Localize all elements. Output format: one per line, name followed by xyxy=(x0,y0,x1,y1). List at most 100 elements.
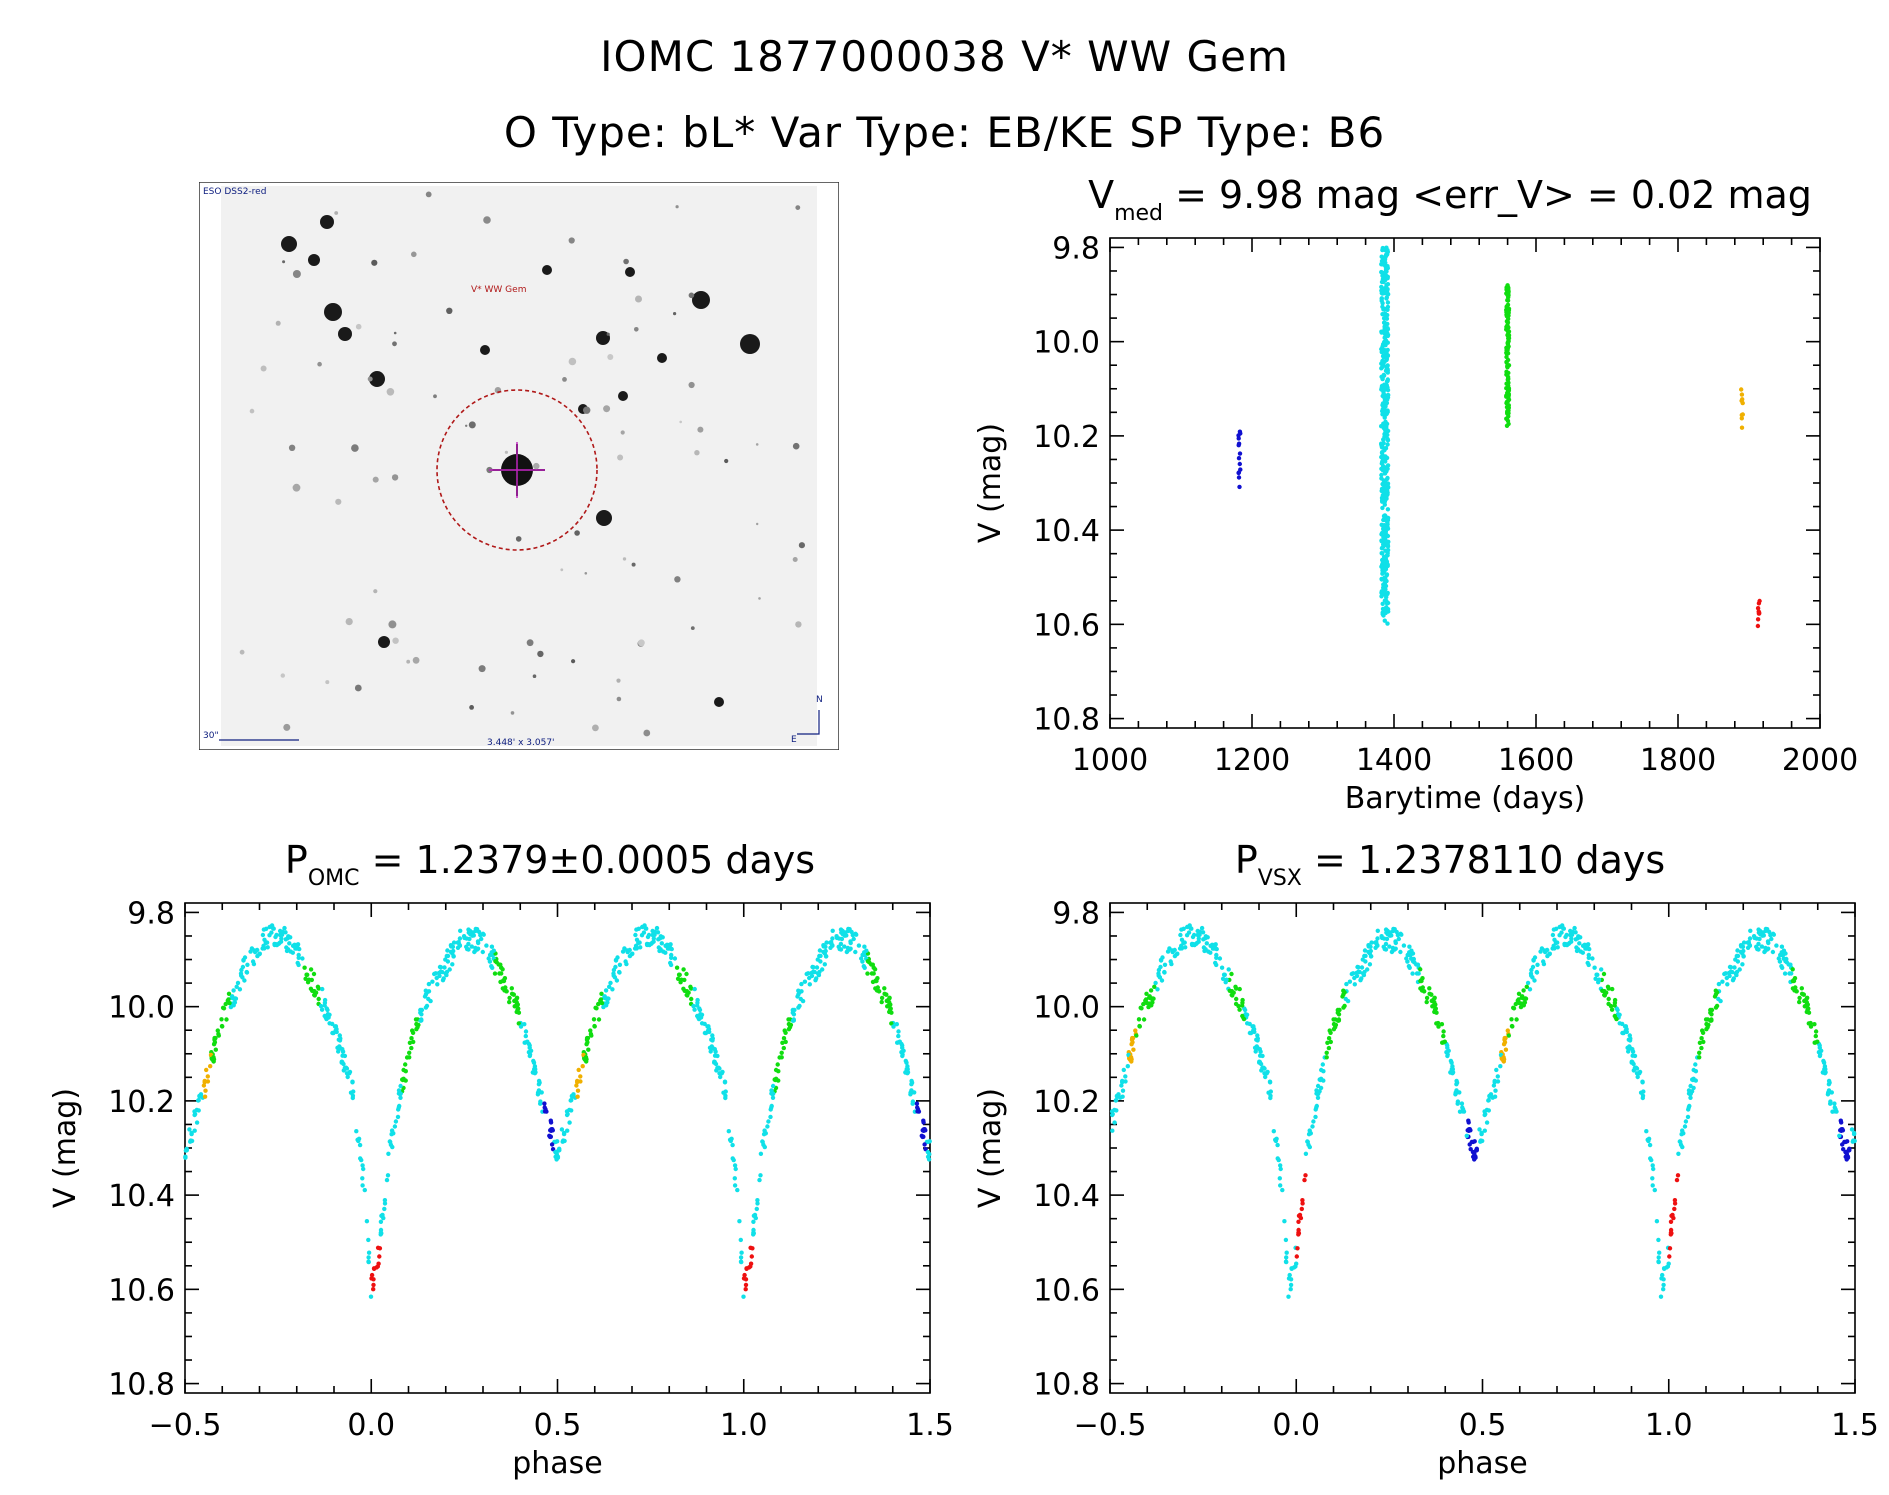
data-point xyxy=(1381,534,1386,540)
data-point xyxy=(760,1139,765,1144)
data-point xyxy=(430,979,435,984)
faint-star xyxy=(758,597,761,600)
data-point xyxy=(1554,926,1559,931)
x-axis-label: phase xyxy=(1437,1446,1528,1481)
data-point xyxy=(1382,471,1388,476)
data-point xyxy=(1230,993,1235,998)
data-point xyxy=(672,956,678,961)
data-point xyxy=(919,1133,924,1138)
data-point xyxy=(284,948,290,954)
data-point xyxy=(1804,1002,1809,1008)
data-point xyxy=(1359,965,1365,970)
data-point xyxy=(1806,1021,1811,1026)
data-point xyxy=(1679,1132,1684,1137)
data-point xyxy=(542,1101,547,1106)
data-point xyxy=(1506,363,1512,368)
data-point xyxy=(1381,320,1387,325)
data-point xyxy=(1651,1166,1656,1172)
data-point xyxy=(1668,1227,1674,1233)
data-point xyxy=(1505,292,1510,298)
data-point xyxy=(1219,965,1225,970)
data-point xyxy=(614,978,620,983)
data-point xyxy=(1455,1099,1461,1104)
data-point xyxy=(1381,517,1386,523)
data-point xyxy=(575,1094,580,1099)
data-point xyxy=(1288,1287,1293,1292)
data-point xyxy=(749,1254,754,1259)
data-point xyxy=(762,1128,767,1133)
data-point xyxy=(1110,1112,1115,1118)
data-point xyxy=(856,943,862,948)
data-point xyxy=(1479,1131,1484,1137)
data-point xyxy=(1704,1027,1709,1032)
data-point xyxy=(799,981,804,987)
data-point xyxy=(1254,1044,1259,1049)
data-point xyxy=(1667,1246,1673,1251)
data-point xyxy=(1672,1206,1677,1212)
data-point xyxy=(908,1092,913,1097)
data-point xyxy=(1384,601,1390,606)
bright-star xyxy=(324,303,342,321)
data-point xyxy=(224,1017,229,1022)
data-point xyxy=(842,944,847,949)
data-point xyxy=(371,1266,377,1271)
data-point xyxy=(1445,1053,1450,1059)
data-point xyxy=(921,1118,926,1123)
data-point xyxy=(1777,959,1783,964)
data-point xyxy=(549,1142,555,1147)
data-point xyxy=(387,1139,392,1144)
data-point xyxy=(1587,946,1592,952)
data-point xyxy=(1331,1017,1336,1022)
data-point xyxy=(1424,995,1430,1001)
data-point xyxy=(646,942,651,947)
data-point xyxy=(233,996,239,1001)
data-point xyxy=(882,986,887,991)
data-point xyxy=(1559,930,1564,935)
data-point xyxy=(882,991,887,996)
data-point xyxy=(297,946,302,952)
data-point xyxy=(244,969,249,975)
data-point xyxy=(1677,1139,1682,1144)
data-point xyxy=(398,1091,403,1096)
data-point xyxy=(1492,1079,1497,1085)
data-point xyxy=(507,995,512,1001)
data-point xyxy=(1672,1198,1678,1203)
data-point xyxy=(1384,476,1390,482)
data-point xyxy=(318,1003,324,1009)
data-point xyxy=(1356,969,1361,974)
data-point xyxy=(1286,1276,1292,1281)
data-point xyxy=(451,954,456,959)
data-point xyxy=(280,929,285,934)
y-tick-label: 10.8 xyxy=(1033,703,1100,738)
data-point xyxy=(569,1108,574,1113)
data-point xyxy=(306,977,312,982)
data-point xyxy=(1525,980,1531,986)
data-point xyxy=(1755,617,1761,622)
data-point xyxy=(414,1027,419,1032)
data-point xyxy=(1384,578,1389,584)
data-point xyxy=(432,971,437,977)
data-point xyxy=(1609,1007,1615,1012)
data-point xyxy=(679,977,684,982)
data-point xyxy=(380,1212,385,1218)
data-point xyxy=(896,1033,901,1039)
data-point xyxy=(538,1099,543,1104)
data-point xyxy=(1506,286,1511,291)
data-point xyxy=(1464,1133,1469,1138)
data-point xyxy=(800,998,806,1004)
data-point xyxy=(646,932,652,938)
data-point xyxy=(475,946,481,951)
data-point xyxy=(300,956,305,961)
data-point xyxy=(296,955,301,960)
data-point xyxy=(1482,1109,1487,1114)
data-point xyxy=(1846,1148,1851,1153)
data-point xyxy=(665,946,671,951)
y-tick-label: 10.8 xyxy=(1033,1368,1100,1403)
faint-star xyxy=(584,572,588,575)
data-point xyxy=(834,935,840,941)
data-point xyxy=(1713,992,1719,997)
data-point xyxy=(1384,491,1389,497)
data-point xyxy=(1405,959,1410,964)
data-point xyxy=(468,932,473,937)
data-point xyxy=(583,1055,589,1060)
